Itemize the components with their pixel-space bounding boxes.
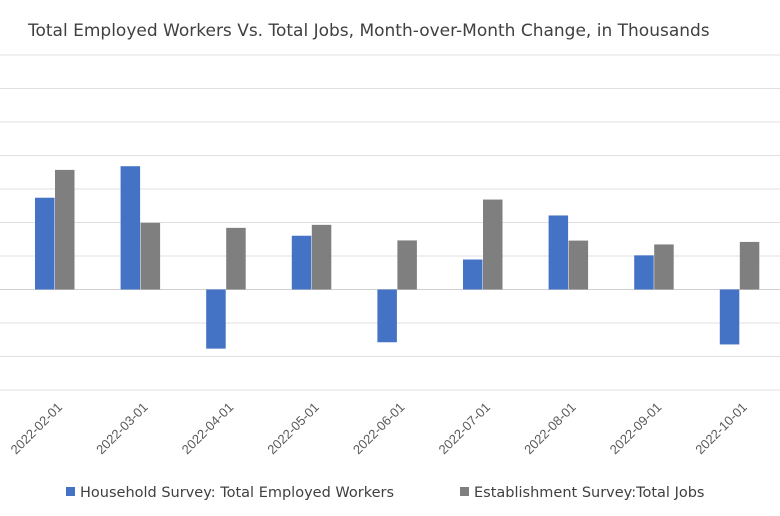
- bar-household-survey: [291, 235, 312, 290]
- x-axis-tick-labels: 2022-02-01 2022-03-01 2022-04-01 2022-05-01…: [7, 400, 749, 458]
- x-tick-label: 2022-03-01: [93, 400, 151, 458]
- bar-establishment-survey: [311, 224, 332, 290]
- legend-label: Establishment Survey:Total Jobs: [474, 485, 704, 501]
- bar-household-survey: [719, 289, 740, 345]
- bar-household-survey: [377, 289, 397, 343]
- x-tick-label: 2022-09-01: [607, 400, 665, 458]
- legend-swatch: [66, 487, 75, 496]
- x-tick-label: 2022-05-01: [264, 400, 322, 458]
- bar-household-survey: [120, 166, 141, 290]
- legend-label: Household Survey: Total Employed Workers: [80, 485, 394, 501]
- x-tick-label: 2022-07-01: [435, 400, 493, 458]
- bar-household-survey: [548, 215, 569, 290]
- bar-establishment-survey: [226, 227, 246, 290]
- chart-title: Total Employed Workers Vs. Total Jobs, M…: [27, 21, 710, 41]
- x-tick-label: 2022-06-01: [350, 400, 408, 458]
- bar-establishment-survey: [568, 240, 589, 290]
- bar-establishment-survey: [397, 240, 417, 290]
- x-tick-label: 2022-08-01: [521, 400, 579, 458]
- bar-establishment-survey: [140, 222, 161, 290]
- legend: Household Survey: Total Employed Workers…: [66, 485, 704, 501]
- x-tick-label: 2022-10-01: [692, 400, 750, 458]
- bar-household-survey: [634, 255, 654, 290]
- x-tick-label: 2022-02-01: [7, 400, 65, 458]
- bar-household-survey: [206, 289, 226, 349]
- bar-household-survey: [463, 259, 483, 290]
- legend-swatch: [460, 487, 469, 496]
- bar-establishment-survey: [55, 169, 75, 290]
- bars: [35, 166, 760, 349]
- bar-establishment-survey: [483, 199, 503, 290]
- x-tick-label: 2022-04-01: [179, 400, 237, 458]
- bar-establishment-survey: [739, 241, 760, 290]
- bar-household-survey: [35, 197, 55, 290]
- bar-establishment-survey: [654, 244, 674, 290]
